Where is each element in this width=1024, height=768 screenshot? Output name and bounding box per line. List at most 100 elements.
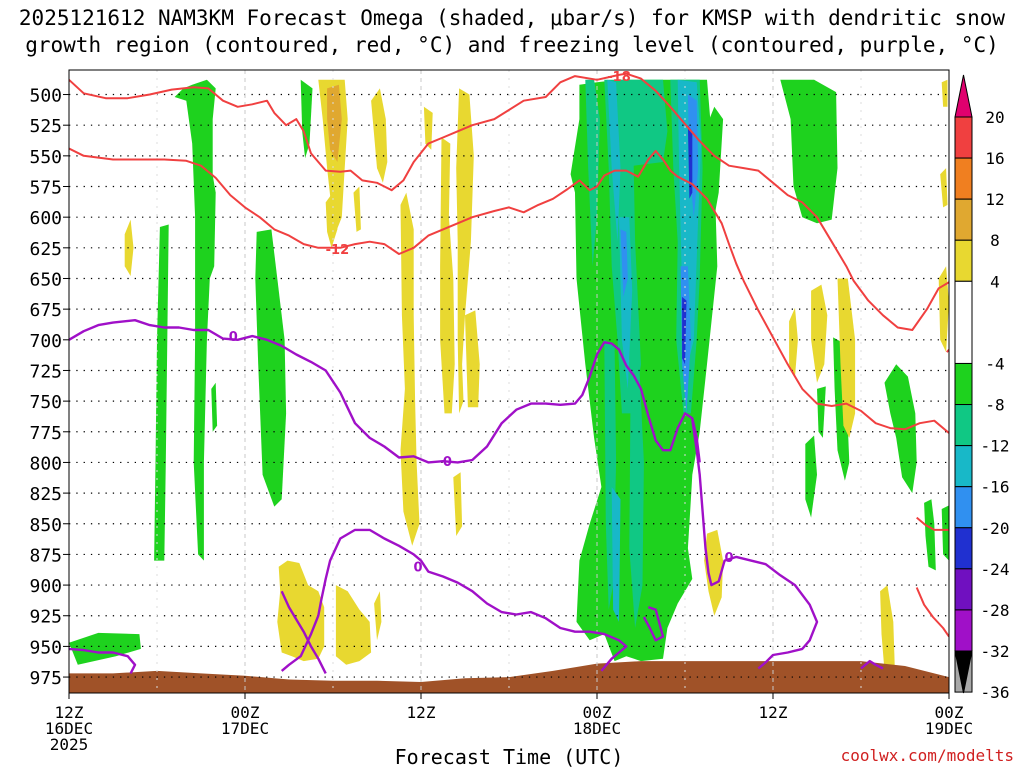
colorbar-label: -16 (981, 478, 1010, 497)
colorbar-label: -36 (981, 683, 1010, 702)
y-tick-label: 700 (29, 331, 62, 352)
colorbar-label: 8 (990, 231, 1000, 250)
colorbar-label: 4 (990, 272, 1000, 291)
omega-region (353, 186, 361, 232)
colorbar-segment (954, 609, 973, 652)
omega-region (833, 337, 850, 481)
colorbar-bottom-arrow (954, 650, 973, 694)
terrain (69, 661, 949, 693)
y-tick-label: 625 (29, 239, 62, 260)
omega-region (211, 382, 218, 432)
y-tick-label: 675 (29, 300, 62, 321)
colorbar-segment (954, 116, 973, 159)
y-tick-label: 525 (29, 116, 62, 137)
credit-text[interactable]: coolwx.com/modelts (841, 746, 1014, 765)
y-tick-label: 925 (29, 607, 62, 628)
colorbar: 20 16 12 8 4 -4 -8 -12 -16 -20 -24 -28 -32 -36 (954, 74, 1010, 702)
x-tick-label: 00Z (583, 703, 612, 722)
omega-region (154, 224, 169, 561)
contour-label: -12 (326, 243, 350, 258)
contour-line (280, 528, 628, 672)
colorbar-segment (954, 280, 973, 364)
colorbar-top-arrow (954, 74, 973, 118)
omega-region (277, 560, 325, 662)
y-tick-label: 600 (29, 208, 62, 229)
colorbar-label: -12 (981, 437, 1010, 456)
omega-region (837, 278, 856, 438)
omega-region (335, 585, 372, 665)
x-tick-label: 12Z (407, 703, 436, 722)
omega-region (174, 79, 216, 561)
omega-region (300, 79, 313, 159)
colorbar-segment (954, 362, 973, 406)
omega-region (789, 307, 798, 377)
omega-region (941, 505, 949, 561)
y-tick-label: 825 (29, 484, 62, 505)
x-tick-label: 19DEC (925, 719, 973, 738)
colorbar-label: -20 (981, 519, 1010, 538)
y-tick-label: 875 (29, 545, 62, 566)
y-tick-label: 850 (29, 515, 62, 536)
contour-line (69, 147, 949, 434)
y-tick-label: 650 (29, 269, 62, 290)
omega-region (805, 435, 817, 518)
x-tick-label: 12Z (55, 703, 84, 722)
contour-line (916, 516, 949, 531)
omega-region (817, 386, 826, 438)
omega-region (440, 137, 455, 414)
omega-region (682, 296, 687, 365)
colorbar-segment (954, 445, 973, 488)
omega-region (69, 632, 141, 665)
contours: -18 -12 0 0 0 0 (69, 70, 949, 674)
colorbar-label: -24 (981, 560, 1010, 579)
omega-region (924, 499, 936, 571)
colorbar-segment (954, 157, 973, 200)
omega-region (704, 529, 724, 616)
terrain-fill (69, 661, 949, 693)
contour-label: 0 (724, 551, 733, 566)
omega-region (465, 310, 480, 408)
x-axis-title: Forecast Time (UTC) (395, 745, 624, 768)
omega-region (585, 79, 600, 267)
omega-region (453, 472, 463, 536)
omega-region (255, 229, 287, 507)
omega-shading (69, 79, 949, 671)
contour-label: 0 (229, 330, 238, 345)
colorbar-label: 16 (985, 149, 1004, 168)
omega-region (611, 487, 621, 622)
contour-line (860, 659, 884, 670)
omega-region (374, 591, 382, 641)
y-tick-label: 750 (29, 392, 62, 413)
y-tick-label: 725 (29, 361, 62, 382)
colorbar-label: -32 (981, 642, 1010, 661)
colorbar-segment (954, 404, 973, 447)
y-tick-label: 550 (29, 147, 62, 168)
omega-region (707, 106, 724, 218)
omega-region (371, 88, 388, 183)
omega-region (941, 79, 948, 107)
x-tick-label: 12Z (759, 703, 788, 722)
gridlines (69, 70, 949, 693)
colorbar-segment (954, 527, 973, 570)
x-tick-label: 18DEC (573, 719, 621, 738)
y-tick-label: 800 (29, 453, 62, 474)
contour-line (691, 419, 819, 670)
contour-label: 0 (414, 561, 423, 576)
colorbar-label: -8 (985, 396, 1004, 415)
omega-region (124, 219, 134, 276)
colorbar-segment (954, 198, 973, 241)
y-tick-label: 575 (29, 178, 62, 199)
contour-line (69, 319, 701, 464)
contour-line (915, 587, 949, 638)
omega-region (325, 190, 338, 248)
x-tick-label: 2025 (50, 735, 89, 754)
omega-region (629, 370, 644, 628)
omega-region (607, 79, 621, 242)
contour-line (280, 590, 327, 674)
plot-frame (68, 69, 950, 694)
y-tick-label: 950 (29, 637, 62, 658)
omega-region (456, 88, 474, 414)
contour-line (642, 606, 665, 642)
contour-line (69, 72, 949, 331)
